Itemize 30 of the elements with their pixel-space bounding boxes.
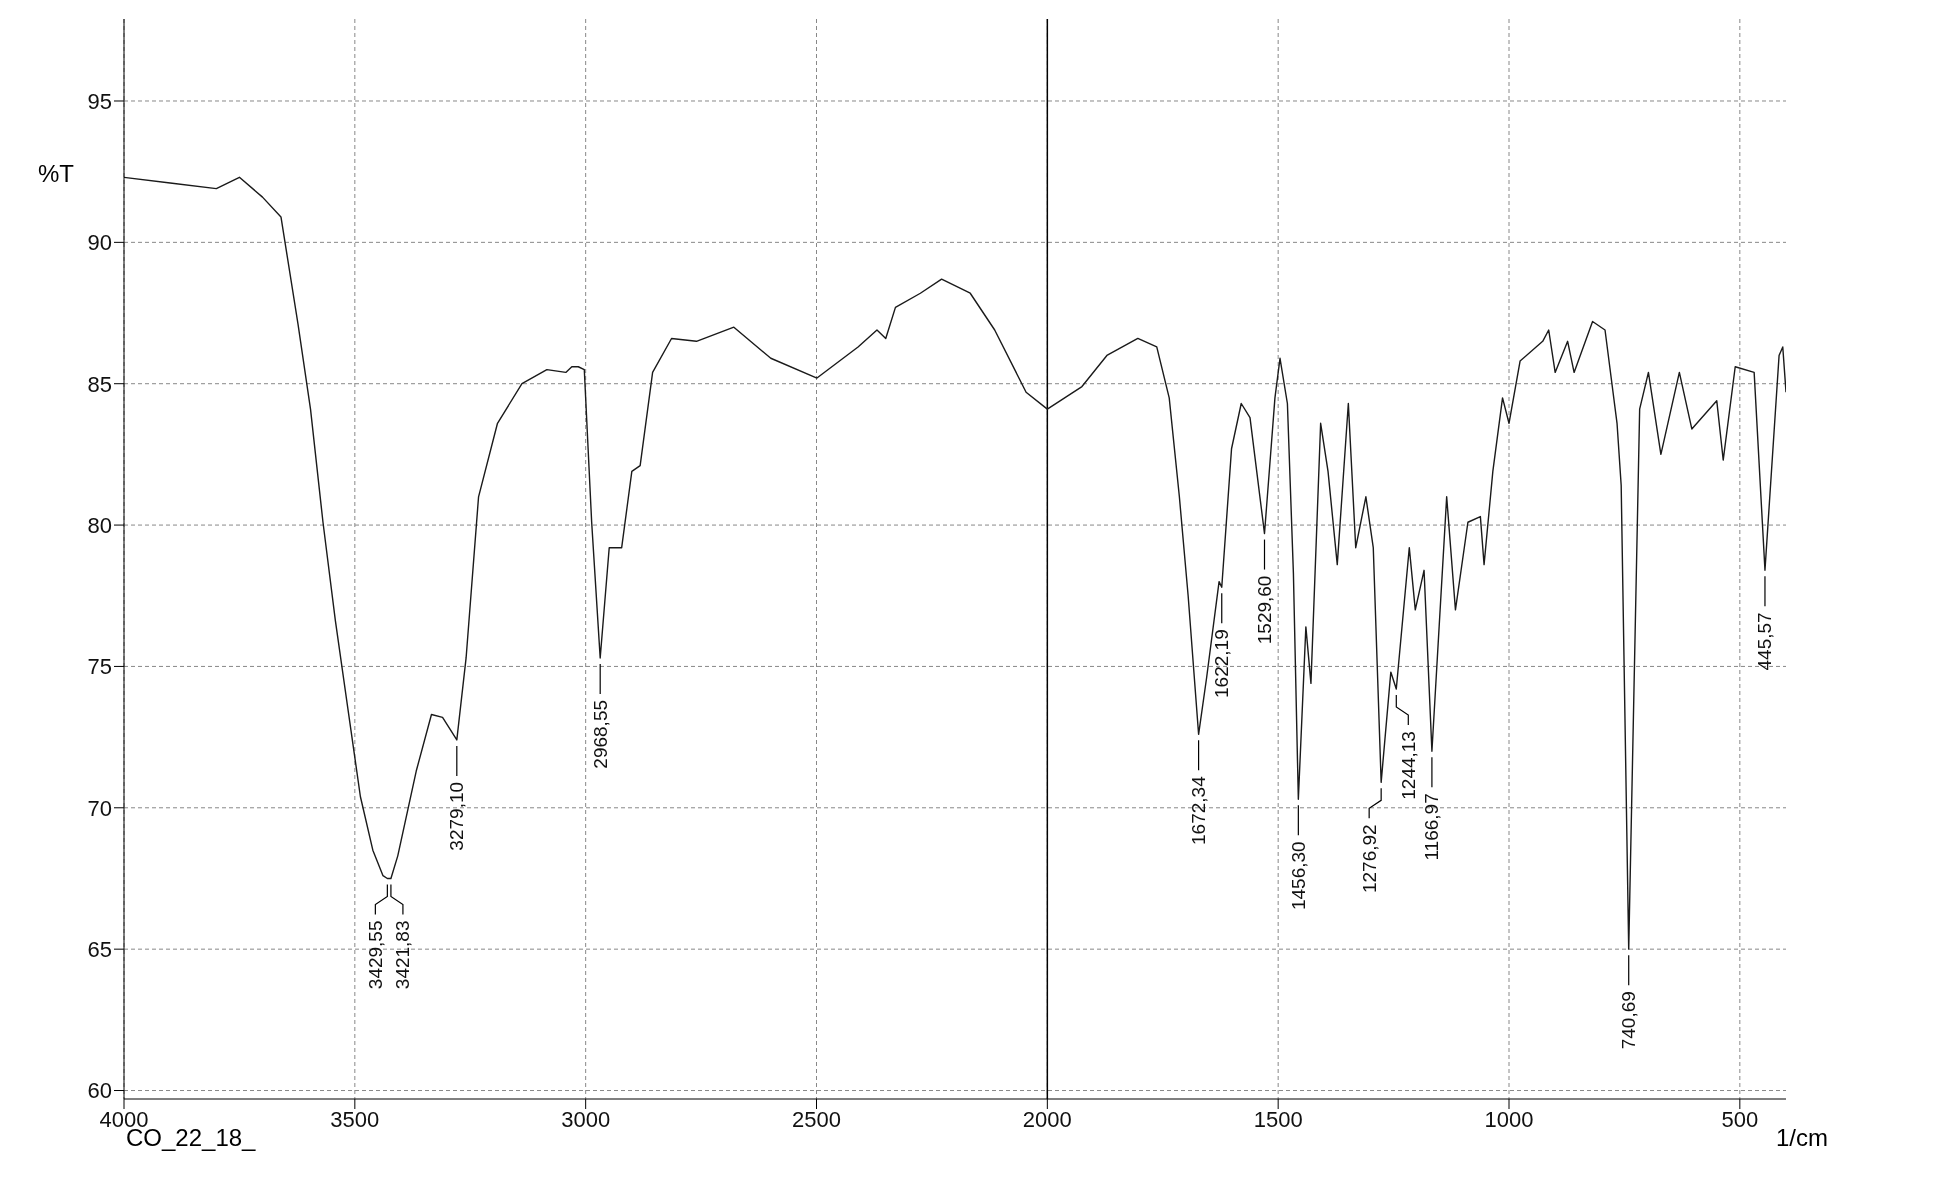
annotation: 1456,30 (1287, 841, 1309, 910)
y-tick-label: 95 (87, 88, 112, 114)
annotation: 740,69 (1618, 991, 1640, 1050)
annotation: 1529,60 (1254, 575, 1275, 645)
annotation: 1622,19 (1211, 629, 1233, 698)
y-tick-label: 90 (87, 230, 112, 256)
annotation: 3429,55 (364, 920, 386, 990)
y-tick-label: 85 (87, 371, 112, 397)
x-tick-label: 3000 (561, 1106, 611, 1132)
x-axis-title: 1/cm (1775, 1124, 1828, 1152)
annotation: 3421,83 (392, 920, 414, 990)
annotation: 2968,55 (589, 699, 611, 769)
y-tick-label: 75 (87, 654, 112, 680)
x-tick-label: 3500 (330, 1106, 380, 1132)
x-tick-label: 1000 (1484, 1106, 1534, 1132)
x-tick-label: 2500 (792, 1106, 841, 1132)
x-tick-label: 500 (1721, 1106, 1759, 1132)
annotation: 1276,92 (1358, 824, 1380, 894)
y-tick-label: 60 (87, 1078, 112, 1104)
y-tick-label: 65 (87, 936, 112, 962)
y-tick-label: 70 (87, 795, 112, 821)
annotation: 1672,34 (1188, 775, 1210, 845)
annotation: 1244,13 (1397, 731, 1419, 800)
y-axis-title: %T (38, 160, 74, 188)
annotation: 445,57 (1754, 612, 1776, 671)
annotation: 3279,10 (446, 781, 468, 851)
x-tick-label: 2000 (1022, 1106, 1072, 1132)
x-tick-label: 1500 (1253, 1106, 1303, 1132)
y-tick-label: 80 (87, 512, 112, 538)
annotation: 1166,97 (1421, 793, 1443, 861)
